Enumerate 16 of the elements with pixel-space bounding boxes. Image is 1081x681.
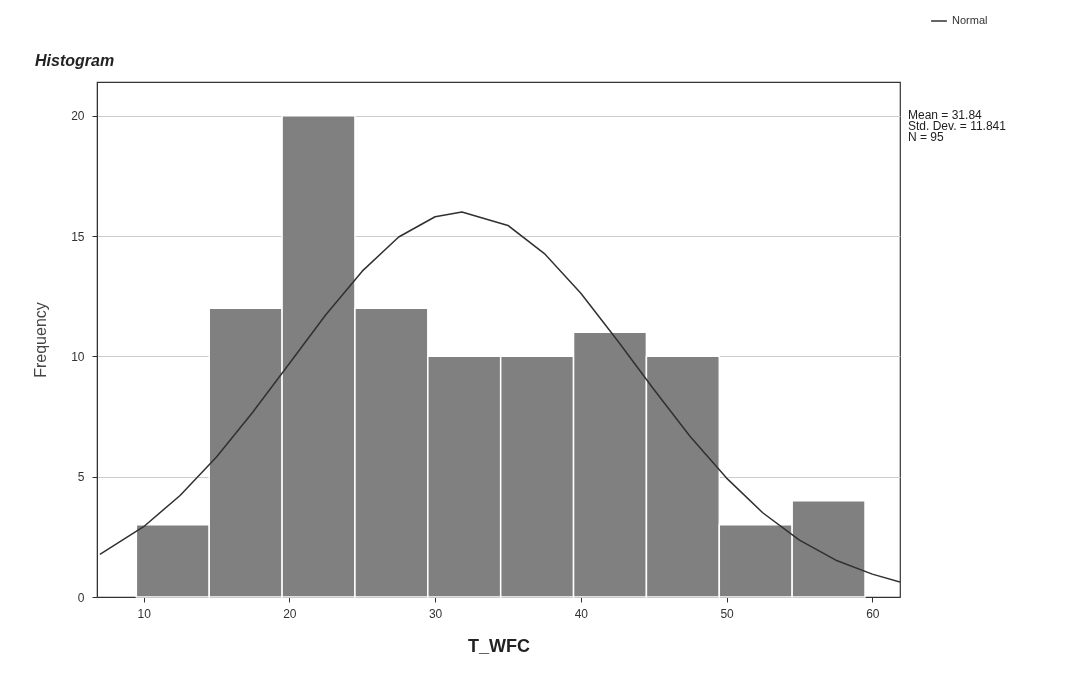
legend-label: Normal — [952, 14, 988, 26]
y-tick-label: 20 — [71, 109, 85, 124]
x-tick-label: 30 — [428, 606, 443, 621]
x-tick-label: 60 — [866, 606, 880, 621]
x-tick-label: 50 — [720, 606, 735, 621]
x-tick-label: 20 — [283, 606, 297, 621]
y-tick-label: 0 — [77, 590, 85, 605]
x-tick-label: 10 — [137, 606, 152, 621]
x-axis-title: T_WFC — [468, 635, 530, 656]
y-tick-label: 10 — [71, 349, 85, 364]
y-axis-title: Frequency — [32, 302, 50, 378]
y-tick-label: 15 — [71, 229, 85, 244]
chart-title: Histogram — [35, 52, 115, 69]
x-tick-label: 40 — [574, 606, 589, 621]
text: Mean = 31.84 Std. Dev. = 11.841 N = 95 — [908, 108, 1007, 144]
y-tick-label: 5 — [77, 470, 85, 485]
